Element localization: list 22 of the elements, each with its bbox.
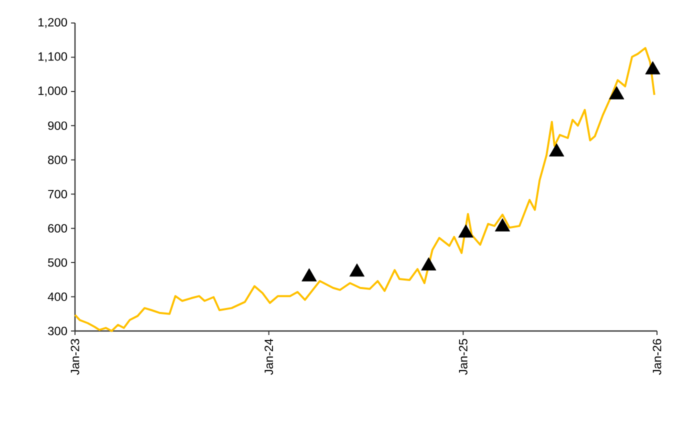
y-tick-label: 400 bbox=[48, 292, 68, 302]
point bbox=[645, 61, 660, 74]
point bbox=[421, 257, 436, 270]
y-tick-label: 500 bbox=[48, 258, 68, 267]
point bbox=[302, 268, 317, 282]
point bbox=[549, 143, 564, 156]
y-tick-label: 700 bbox=[48, 190, 68, 198]
x-tick-label: Jan-23 bbox=[70, 339, 80, 375]
y-tick-label: 800 bbox=[48, 156, 68, 164]
y-tick-label: 1,000 bbox=[38, 86, 68, 96]
x-tick-label: Jan-24 bbox=[264, 338, 274, 375]
y-tick-label: 1,100 bbox=[38, 52, 68, 62]
y-tick-label: 1,200 bbox=[38, 18, 68, 28]
y-tick-label: 600 bbox=[48, 224, 68, 233]
point bbox=[609, 86, 624, 100]
y-tick-label: 900 bbox=[48, 121, 68, 130]
x-tick-label: Jan-26 bbox=[652, 339, 662, 375]
point bbox=[349, 263, 365, 277]
x-tick-label: Jan-25 bbox=[458, 339, 468, 375]
y-tick-label: 300 bbox=[48, 326, 68, 336]
point bbox=[494, 218, 510, 232]
point bbox=[458, 224, 474, 238]
